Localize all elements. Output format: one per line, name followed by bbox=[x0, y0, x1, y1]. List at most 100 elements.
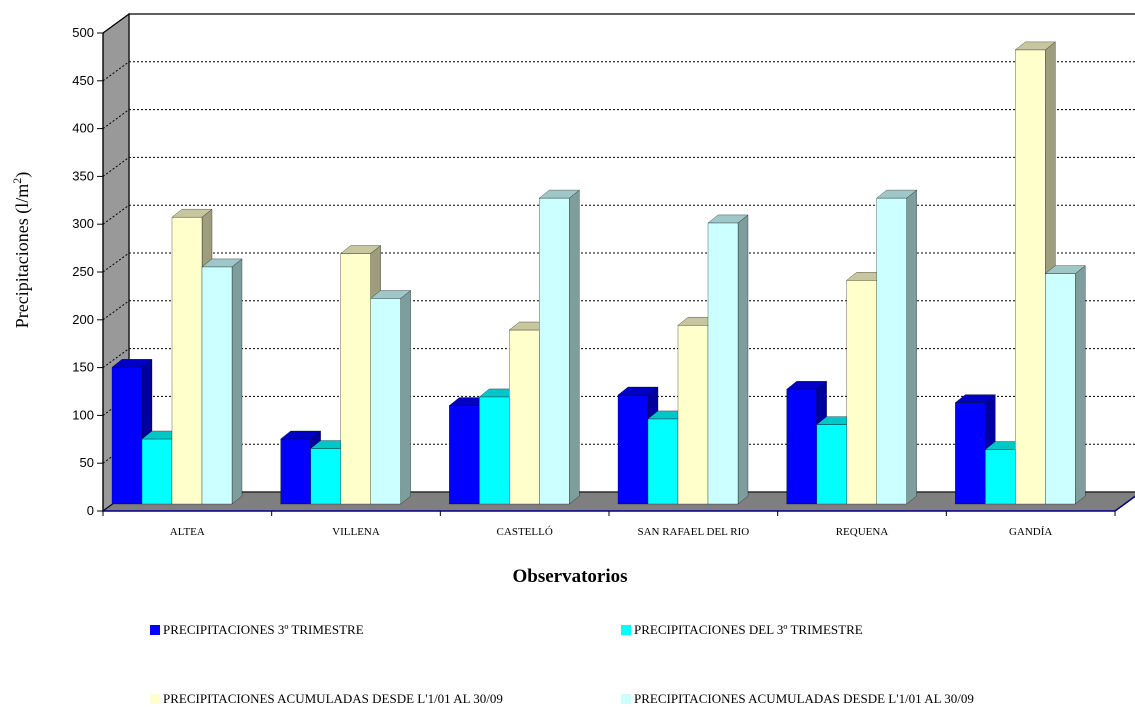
x-category-label: REQUENA bbox=[836, 526, 889, 538]
bar-side bbox=[737, 214, 749, 505]
bar-front bbox=[201, 266, 233, 505]
legend-swatch bbox=[621, 694, 631, 704]
y-tick-label: 450 bbox=[72, 73, 94, 88]
bar-top bbox=[538, 189, 580, 199]
gridline-side bbox=[102, 109, 130, 130]
y-tick-label: 100 bbox=[72, 407, 94, 422]
bar-front bbox=[340, 253, 371, 505]
bars bbox=[111, 41, 1086, 505]
gridline-side bbox=[102, 13, 130, 34]
y-axis-title: Precipitaciones (l/m2) bbox=[10, 172, 33, 328]
y-tick-label: 250 bbox=[72, 264, 94, 279]
legend: PRECIPITACIONES 3º TRIMESTRE PRECIPITACIO… bbox=[150, 622, 974, 706]
bar bbox=[538, 189, 580, 505]
bar-front bbox=[707, 222, 739, 505]
bar bbox=[201, 258, 243, 505]
x-category-label: SAN RAFAEL DEL RIO bbox=[637, 526, 749, 538]
bar-top bbox=[201, 258, 243, 268]
bar-front bbox=[617, 394, 649, 505]
bar-front bbox=[786, 389, 817, 505]
bar-side bbox=[569, 189, 580, 505]
bar bbox=[707, 214, 749, 505]
y-axis-title-sup: 2 bbox=[10, 178, 24, 184]
bar-front bbox=[677, 325, 709, 505]
bar-top bbox=[111, 359, 153, 368]
legend-swatch bbox=[150, 625, 160, 635]
y-axis-title-main: Precipitaciones (l/m bbox=[12, 184, 33, 328]
bar-top bbox=[954, 394, 996, 403]
bar-front bbox=[509, 329, 540, 505]
bar bbox=[370, 290, 412, 505]
bar-top bbox=[370, 290, 412, 299]
bar bbox=[876, 189, 918, 505]
bar-front bbox=[141, 438, 173, 505]
bar-front bbox=[985, 449, 1016, 505]
y-axis-title-end: ) bbox=[12, 172, 33, 178]
y-tick-label: 500 bbox=[72, 25, 94, 40]
y-tick-label: 300 bbox=[72, 216, 94, 231]
x-axis-title: Observatorios bbox=[512, 566, 627, 587]
bar-side bbox=[1075, 265, 1086, 505]
bar-top bbox=[876, 189, 918, 199]
legend-item: PRECIPITACIONES DEL 3º TRIMESTRE bbox=[621, 622, 863, 637]
bar-top bbox=[617, 386, 659, 396]
bar-front bbox=[171, 217, 203, 505]
legend-label: PRECIPITACIONES DEL 3º TRIMESTRE bbox=[634, 622, 863, 637]
bar-side bbox=[906, 189, 917, 505]
bar-side bbox=[231, 258, 243, 505]
bar-front bbox=[647, 418, 679, 505]
bar-top bbox=[786, 381, 828, 390]
legend-item: PRECIPITACIONES 3º TRIMESTRE bbox=[150, 622, 364, 637]
bar-front bbox=[1015, 49, 1046, 505]
bar-front bbox=[280, 438, 311, 505]
bar-front bbox=[1045, 273, 1076, 505]
legend-item: PRECIPITACIONES ACUMULADAS DESDE L'1/01 … bbox=[150, 691, 503, 706]
axes bbox=[97, 32, 1135, 516]
gridline-side bbox=[102, 61, 130, 82]
bar-front bbox=[310, 448, 341, 505]
y-tick-label: 150 bbox=[72, 360, 94, 375]
bar bbox=[1044, 265, 1086, 505]
bar-top bbox=[340, 245, 382, 254]
y-tick-label: 0 bbox=[87, 503, 94, 518]
x-category-label: CASTELLÓ bbox=[497, 526, 553, 538]
x-category-label: VILLENA bbox=[332, 526, 380, 538]
bar-top bbox=[171, 209, 213, 218]
x-axis-depth-line bbox=[1114, 495, 1135, 512]
bar-top bbox=[1044, 265, 1086, 274]
gridline-side bbox=[102, 252, 130, 273]
bar-front bbox=[876, 197, 907, 505]
legend-label: PRECIPITACIONES 3º TRIMESTRE bbox=[163, 622, 364, 637]
bar-front bbox=[479, 396, 510, 505]
gridlines bbox=[102, 13, 1135, 464]
bar-front bbox=[816, 424, 847, 505]
gridline-side bbox=[102, 204, 130, 225]
x-category-label: ALTEA bbox=[170, 526, 205, 538]
legend-label: PRECIPITACIONES ACUMULADAS DESDE L'1/01 … bbox=[634, 691, 974, 706]
bar-front bbox=[955, 402, 986, 505]
gridline-side bbox=[102, 156, 130, 177]
bar-top bbox=[1014, 41, 1056, 51]
legend-item: PRECIPITACIONES ACUMULADAS DESDE L'1/01 … bbox=[621, 691, 974, 706]
y-tick-label: 350 bbox=[72, 168, 94, 183]
y-tick-label: 400 bbox=[72, 121, 94, 136]
legend-label: PRECIPITACIONES ACUMULADAS DESDE L'1/01 … bbox=[163, 691, 503, 706]
legend-swatch bbox=[621, 625, 631, 635]
y-tick-label: 200 bbox=[72, 312, 94, 327]
bar-front bbox=[370, 298, 401, 505]
bar-top bbox=[707, 214, 749, 224]
bar-front bbox=[539, 197, 570, 505]
legend-swatch bbox=[150, 694, 160, 704]
gridline-side bbox=[102, 300, 130, 321]
y-tick-label: 50 bbox=[80, 455, 94, 470]
bar-front bbox=[449, 405, 480, 505]
gridline-side bbox=[102, 348, 130, 369]
bar-front bbox=[111, 367, 143, 505]
y-tick-labels: 0 50 100 150 200 250 300 350 400 450 500 bbox=[72, 25, 94, 518]
bar-top bbox=[280, 430, 322, 440]
bar-front bbox=[846, 280, 877, 505]
x-category-labels: ALTEA VILLENA CASTELLÓ SAN RAFAEL DEL RIO RE… bbox=[170, 526, 1053, 538]
bar-side bbox=[400, 290, 411, 505]
x-category-label: GANDÍA bbox=[1009, 526, 1052, 538]
